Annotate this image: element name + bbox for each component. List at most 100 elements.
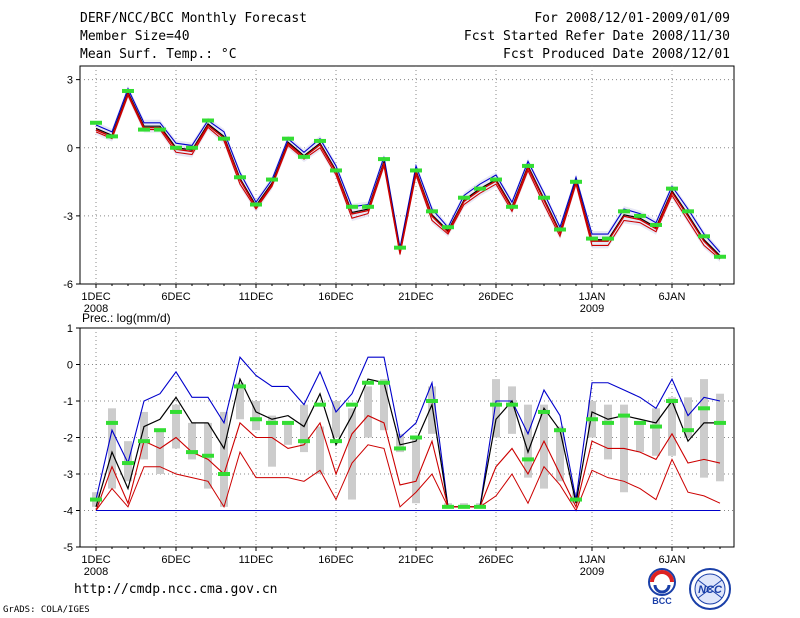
spread-bar [428, 386, 436, 434]
spread-bar [284, 422, 292, 445]
observed-marker [250, 417, 262, 422]
observed-marker [394, 245, 406, 250]
grads-credit: GrADS: COLA/IGES [3, 605, 90, 615]
spread-bar [412, 437, 420, 504]
ncc-logo-text: NCC [698, 584, 723, 596]
observed-marker [202, 453, 214, 458]
x-tick-label: 1JAN [579, 554, 606, 566]
observed-marker [474, 186, 486, 191]
observed-marker [666, 186, 678, 191]
observed-marker [522, 457, 534, 462]
spread-bar [156, 430, 164, 474]
spread-bar [268, 415, 276, 467]
y-tick-label: -4 [63, 506, 73, 518]
observed-marker [698, 406, 710, 411]
observed-marker [234, 384, 246, 389]
observed-marker [362, 380, 374, 385]
observed-marker [138, 127, 150, 132]
observed-marker [490, 402, 502, 407]
x-tick-label: 21DEC [398, 291, 434, 303]
observed-marker [202, 118, 214, 123]
observed-marker [266, 420, 278, 425]
x-tick-label: 16DEC [318, 554, 354, 566]
spread-bar [348, 408, 356, 500]
x-tick-year: 2009 [580, 566, 604, 578]
spread-bar [524, 404, 532, 478]
spread-bar [252, 401, 260, 431]
y-tick-label: 1 [67, 323, 73, 335]
observed-marker [426, 209, 438, 214]
observed-marker [298, 439, 310, 444]
observed-marker [314, 402, 326, 407]
observed-marker [346, 204, 358, 209]
observed-marker [714, 254, 726, 259]
observed-marker [570, 497, 582, 502]
spread-bar [172, 404, 180, 449]
spread-bar [668, 397, 676, 456]
y-tick-label: -6 [63, 279, 73, 291]
observed-marker [282, 136, 294, 141]
observed-marker [586, 236, 598, 241]
fcst-produced-date: Fcst Produced Date 2008/12/01 [503, 47, 730, 62]
y-tick-label: -3 [63, 211, 73, 223]
observed-marker [330, 168, 342, 173]
observed-marker [586, 417, 598, 422]
observed-marker [106, 420, 118, 425]
observed-marker [330, 439, 342, 444]
spread-bar [316, 426, 324, 474]
series-ensemble-mean [95, 90, 721, 257]
y-tick-label: -2 [63, 433, 73, 445]
x-tick-year: 2008 [84, 566, 108, 578]
observed-marker [122, 461, 134, 466]
observed-marker [650, 424, 662, 429]
member-size: Member Size=40 [80, 29, 190, 44]
spread-bar [236, 382, 244, 420]
x-tick-label: 21DEC [398, 554, 434, 566]
y-tick-label: 3 [67, 75, 73, 87]
observed-marker [170, 145, 182, 150]
observed-marker [138, 439, 150, 444]
x-tick-label: 6JAN [659, 291, 686, 303]
observed-marker [458, 195, 470, 200]
plot-frame [79, 65, 735, 285]
x-tick-year: 2009 [580, 303, 604, 315]
series-ensemble-mean-red [95, 91, 721, 258]
observed-marker [490, 177, 502, 182]
footer-url[interactable]: http://cmdp.ncc.cma.gov.cn [74, 582, 278, 597]
observed-marker [410, 168, 422, 173]
chart-title: DERF/NCC/BCC Monthly Forecast [80, 11, 307, 26]
x-tick-label: 6JAN [659, 554, 686, 566]
chart-subtitle: Prec.: log(mm/d) [82, 311, 171, 325]
observed-marker [506, 402, 518, 407]
observed-marker [170, 409, 182, 414]
observed-marker [282, 420, 294, 425]
spread-bar [188, 422, 196, 460]
observed-marker [698, 234, 710, 239]
observed-marker [394, 446, 406, 451]
spread-bar [540, 404, 548, 489]
series-lower2 [95, 444, 721, 512]
observed-marker [186, 450, 198, 455]
variable-label: Mean Surf. Temp.: °C [80, 47, 237, 62]
y-tick-label: 0 [67, 143, 73, 155]
observed-marker [298, 154, 310, 159]
observed-marker [618, 413, 630, 418]
observed-marker [234, 175, 246, 180]
x-tick-label: 6DEC [161, 554, 190, 566]
observed-marker [682, 209, 694, 214]
observed-marker [186, 145, 198, 150]
observed-marker [458, 504, 470, 509]
y-tick-label: 0 [67, 360, 73, 372]
observed-marker [650, 222, 662, 227]
spread-bar [140, 411, 148, 460]
forecast-period: For 2008/12/01-2009/01/09 [534, 11, 730, 26]
spread-bar [652, 408, 660, 456]
bcc-logo-icon: BCC [648, 568, 676, 606]
spread-bar [364, 386, 372, 438]
observed-marker [442, 225, 454, 230]
observed-marker [314, 138, 326, 143]
observed-marker [154, 428, 166, 433]
observed-marker [538, 195, 550, 200]
observed-marker [106, 134, 118, 139]
